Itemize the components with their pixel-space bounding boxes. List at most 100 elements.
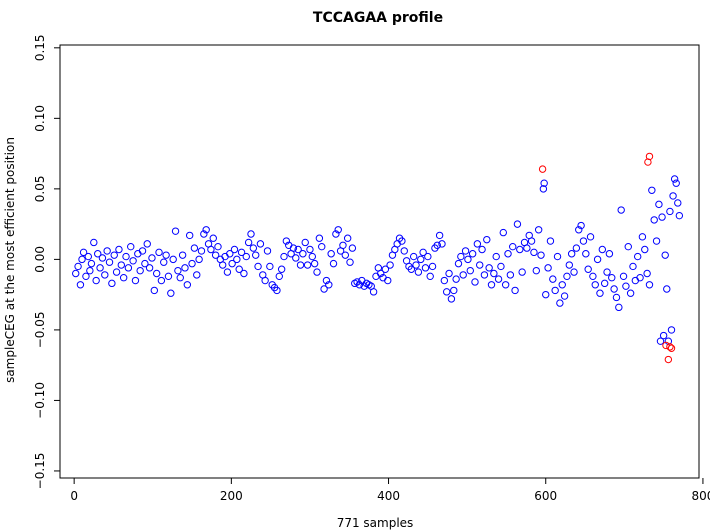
data-point (490, 269, 498, 278)
data-point (150, 286, 159, 295)
data-point (329, 259, 338, 268)
data-point (341, 251, 350, 259)
data-point (586, 233, 595, 241)
data-point (504, 250, 512, 258)
data-point (664, 355, 673, 364)
y-axis: −0.15 −0.10 −0.05 0.00 0.05 0.10 0.15 (33, 34, 60, 489)
data-point (473, 240, 482, 248)
data-point (435, 231, 444, 240)
data-point (485, 264, 493, 272)
data-point (103, 247, 111, 255)
data-point (544, 264, 552, 272)
data-point (105, 258, 114, 266)
data-point (197, 247, 206, 255)
data-point (645, 152, 654, 161)
data-point (669, 192, 677, 200)
data-point (296, 261, 305, 269)
data-point (540, 179, 548, 187)
data-point (593, 255, 602, 264)
data-point (209, 234, 217, 242)
data-point (440, 276, 449, 285)
data-point (478, 245, 486, 254)
data-point (174, 266, 182, 275)
data-point (560, 292, 569, 300)
data-point (443, 288, 451, 296)
data-point (294, 245, 302, 254)
data-point (256, 240, 265, 248)
data-point (619, 272, 628, 281)
y-tick-label: −0.05 (33, 312, 47, 349)
data-point (249, 244, 258, 252)
data-point (480, 271, 489, 279)
data-point (666, 343, 674, 351)
data-point (202, 226, 210, 234)
data-point (346, 258, 354, 266)
y-tick-label: −0.10 (33, 382, 47, 419)
data-point (313, 268, 321, 276)
data-point (398, 237, 406, 245)
data-point (643, 269, 651, 278)
data-point (181, 264, 189, 272)
data-point (659, 331, 668, 340)
data-point (511, 286, 519, 295)
x-tick-label: 800 (691, 489, 710, 503)
data-point (94, 250, 102, 258)
data-point (301, 238, 309, 247)
x-tick-label: 600 (534, 489, 557, 503)
data-point (667, 344, 676, 352)
data-point (254, 262, 262, 271)
x-tick-label: 200 (220, 489, 243, 503)
data-point (90, 238, 98, 247)
data-point (622, 282, 630, 290)
data-point (551, 286, 559, 295)
data-point (672, 179, 680, 187)
data-point (190, 244, 199, 252)
data-point (636, 274, 644, 282)
y-tick-label: −0.15 (33, 453, 47, 490)
data-point (119, 274, 128, 282)
data-point (124, 264, 133, 272)
data-point (273, 286, 281, 295)
data-point (499, 228, 507, 237)
data-point (610, 285, 618, 293)
data-point (72, 269, 80, 278)
y-axis-label: sampleCEG at the most efficient position (3, 137, 17, 383)
data-point (299, 250, 307, 258)
data-point (650, 216, 658, 224)
data-point (252, 251, 260, 259)
data-point (282, 237, 291, 245)
data-point (661, 251, 669, 259)
x-axis-label: 771 samples (337, 516, 414, 530)
data-point (188, 259, 196, 268)
data-point (148, 254, 156, 262)
data-point (292, 254, 300, 262)
data-point (122, 252, 130, 261)
data-point (667, 326, 676, 334)
y-tick-label: 0.00 (33, 246, 47, 273)
data-point (527, 237, 536, 245)
data-point (325, 281, 333, 289)
data-point (110, 251, 118, 259)
data-point (101, 271, 109, 279)
data-point (558, 281, 566, 289)
data-point (138, 247, 147, 255)
data-point (155, 248, 163, 257)
data-point (670, 175, 679, 183)
data-point (235, 265, 243, 273)
data-point (218, 261, 227, 269)
data-point (98, 254, 107, 262)
data-point (615, 303, 623, 312)
data-point (129, 257, 137, 265)
data-point (92, 276, 100, 285)
data-point (178, 251, 187, 259)
data-point (162, 251, 170, 259)
data-point (506, 271, 515, 279)
data-point (666, 207, 674, 216)
data-point (280, 252, 288, 261)
data-point (221, 252, 229, 261)
data-point (310, 259, 319, 268)
data-point (674, 199, 682, 207)
data-point (476, 261, 484, 269)
data-point (433, 241, 441, 249)
